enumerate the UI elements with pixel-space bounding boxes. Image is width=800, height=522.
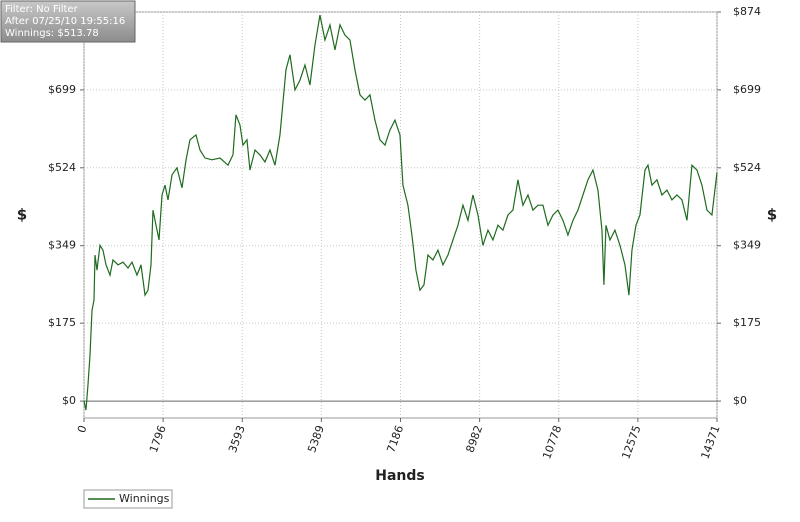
y2-tick-label: $175	[733, 316, 761, 329]
legend-label: Winnings	[119, 492, 170, 505]
y-tick-label: $175	[48, 316, 76, 329]
y-axis-label: $	[17, 206, 27, 224]
x-axis-label: Hands	[375, 468, 425, 484]
info-filter: Filter: No Filter	[5, 4, 79, 15]
legend	[83, 489, 173, 509]
y2-tick-label: $349	[733, 239, 761, 252]
y2-axis-label: $	[767, 206, 777, 224]
y-tick-label: $349	[48, 239, 76, 252]
series-line	[83, 15, 718, 411]
y2-tick-label: $524	[733, 161, 761, 174]
info-date: After 07/25/10 19:55:16	[5, 16, 125, 27]
plot-area: $0 $0 $175 $175 $349 $349 $524 $524 $699 $699 $874…	[48, 5, 761, 461]
info-box	[0, 0, 136, 43]
y2-tick-label: $0	[733, 394, 747, 407]
y2-tick-label: $874	[733, 5, 761, 18]
y-tick-label: $699	[48, 83, 76, 96]
y-tick-label: $0	[62, 394, 76, 407]
info-winnings: Winnings: $513.78	[5, 28, 99, 39]
y2-tick-label: $699	[733, 83, 761, 96]
y-tick-label: $524	[48, 161, 76, 174]
x-tick-label: 0	[75, 424, 90, 435]
